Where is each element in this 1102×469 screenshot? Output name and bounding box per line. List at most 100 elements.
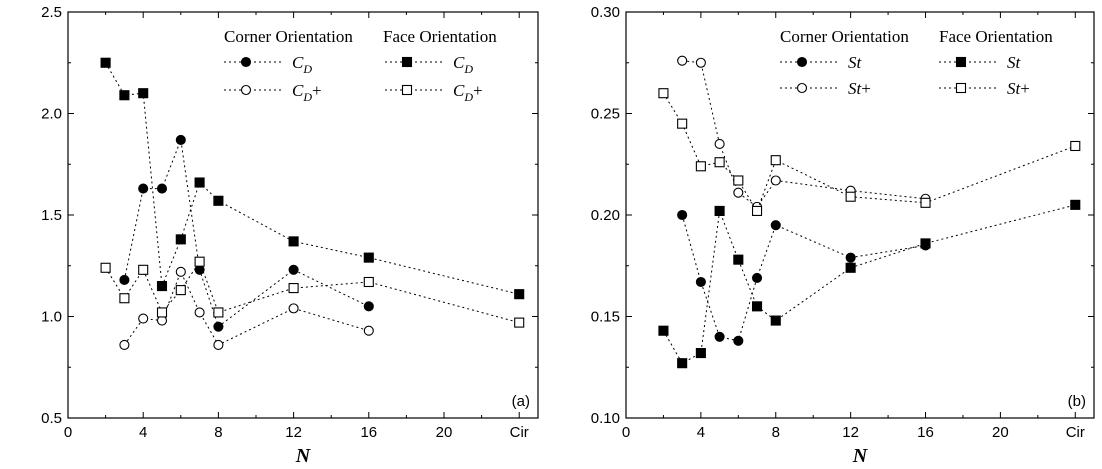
x-tick-label: 0 xyxy=(622,424,630,441)
data-point xyxy=(119,274,130,286)
data-point xyxy=(288,283,299,294)
legend-heading: Corner Orientation xyxy=(780,27,909,46)
series-line xyxy=(662,92,1076,213)
data-point xyxy=(733,187,744,198)
series-circle-filled xyxy=(677,209,931,346)
data-point xyxy=(194,177,205,188)
legend-marker xyxy=(796,56,808,68)
legend-heading: Face Orientation xyxy=(939,27,1053,46)
data-point xyxy=(156,183,168,194)
data-point xyxy=(695,161,706,172)
x-tick-label: 12 xyxy=(842,424,859,441)
data-point xyxy=(658,325,669,336)
x-tick-label: 12 xyxy=(285,424,302,441)
legend-marker xyxy=(401,56,413,68)
series-line xyxy=(105,260,520,324)
data-point xyxy=(1070,199,1081,210)
data-point xyxy=(770,175,781,186)
data-point xyxy=(119,293,130,304)
series-circle-open xyxy=(677,55,931,212)
y-tick-label: 0.5 xyxy=(41,410,62,427)
data-point xyxy=(1070,140,1081,152)
y-tick-label: 2.0 xyxy=(41,106,62,123)
data-point xyxy=(194,256,205,267)
data-point xyxy=(138,183,149,194)
data-point xyxy=(751,301,763,312)
series-circle-open xyxy=(119,266,374,350)
panel-label: (b) xyxy=(1068,393,1086,410)
data-point xyxy=(714,205,725,216)
x-tick-label: 4 xyxy=(139,424,147,441)
data-point xyxy=(100,57,111,68)
panel-label: (a) xyxy=(512,393,530,410)
data-point xyxy=(658,88,669,99)
legend-marker xyxy=(240,84,252,96)
data-point xyxy=(733,254,744,265)
data-point xyxy=(194,307,205,318)
data-point xyxy=(920,238,931,249)
legend-marker xyxy=(955,82,967,94)
legend-label: St xyxy=(848,53,863,72)
x-axis-label: N xyxy=(295,445,312,467)
data-point xyxy=(920,197,931,208)
y-tick-label: 0.30 xyxy=(591,4,620,21)
x-tick-label: 20 xyxy=(992,424,1009,441)
data-point xyxy=(733,175,744,186)
data-point xyxy=(175,234,186,245)
y-tick-label: 1.0 xyxy=(41,309,62,326)
data-point xyxy=(714,331,725,342)
data-point xyxy=(156,280,168,292)
x-tick-label: 8 xyxy=(772,424,780,441)
data-point xyxy=(514,317,525,328)
x-tick-label: 16 xyxy=(360,424,377,441)
y-tick-label: 1.5 xyxy=(41,207,62,224)
data-point xyxy=(138,88,149,99)
legend-heading: Corner Orientation xyxy=(224,27,353,46)
y-tick-label: 2.5 xyxy=(41,4,62,21)
x-tick-label: 8 xyxy=(214,424,222,441)
data-point xyxy=(213,307,224,318)
legend-label: CD+ xyxy=(453,81,483,104)
series-square-filled xyxy=(658,199,1081,369)
data-point xyxy=(156,307,168,318)
x-tick-label: Cir xyxy=(1066,424,1085,441)
x-tick-label: 4 xyxy=(697,424,705,441)
x-tick-label: 16 xyxy=(917,424,934,441)
legend: Corner Orientation Face Orientation St St+ S… xyxy=(780,27,1053,98)
series-line xyxy=(105,62,520,295)
series-circle-filled xyxy=(119,134,374,332)
data-point xyxy=(770,220,781,231)
data-point xyxy=(695,57,706,68)
data-point xyxy=(677,118,688,129)
y-tick-label: 0.15 xyxy=(591,309,620,326)
data-point xyxy=(288,303,299,314)
data-point xyxy=(677,358,688,369)
data-point xyxy=(363,276,374,288)
series-square-open xyxy=(658,88,1081,216)
x-tick-label: 0 xyxy=(64,424,72,441)
x-tick-label: 20 xyxy=(436,424,453,441)
legend-heading: Face Orientation xyxy=(383,27,497,46)
legend-label: CD xyxy=(453,53,473,76)
panel-a: 0 4 8 12 16 20 Cir 0.5 1.0 1.5 2.0 2.5 N Corner Orien… xyxy=(41,4,539,467)
data-point xyxy=(770,155,781,166)
legend-marker xyxy=(955,56,967,68)
y-tick-label: 0.20 xyxy=(591,207,620,224)
data-point xyxy=(751,205,763,216)
data-point xyxy=(363,301,374,312)
x-axis-label: N xyxy=(852,445,869,467)
legend-label: CD+ xyxy=(292,81,322,104)
series-square-open xyxy=(100,256,525,328)
series-line xyxy=(681,214,926,342)
data-point xyxy=(138,264,149,275)
data-point xyxy=(677,55,688,66)
data-point xyxy=(845,191,856,202)
panel-b: 0 4 8 12 16 20 Cir 0.10 0.15 0.20 0.25 0.30 N Corner … xyxy=(591,4,1095,467)
data-point xyxy=(213,195,224,206)
series-line xyxy=(682,60,926,208)
data-point xyxy=(138,313,149,324)
data-point xyxy=(119,90,130,101)
data-point xyxy=(363,252,374,263)
data-point xyxy=(288,236,299,247)
x-tick-label: Cir xyxy=(510,424,529,441)
